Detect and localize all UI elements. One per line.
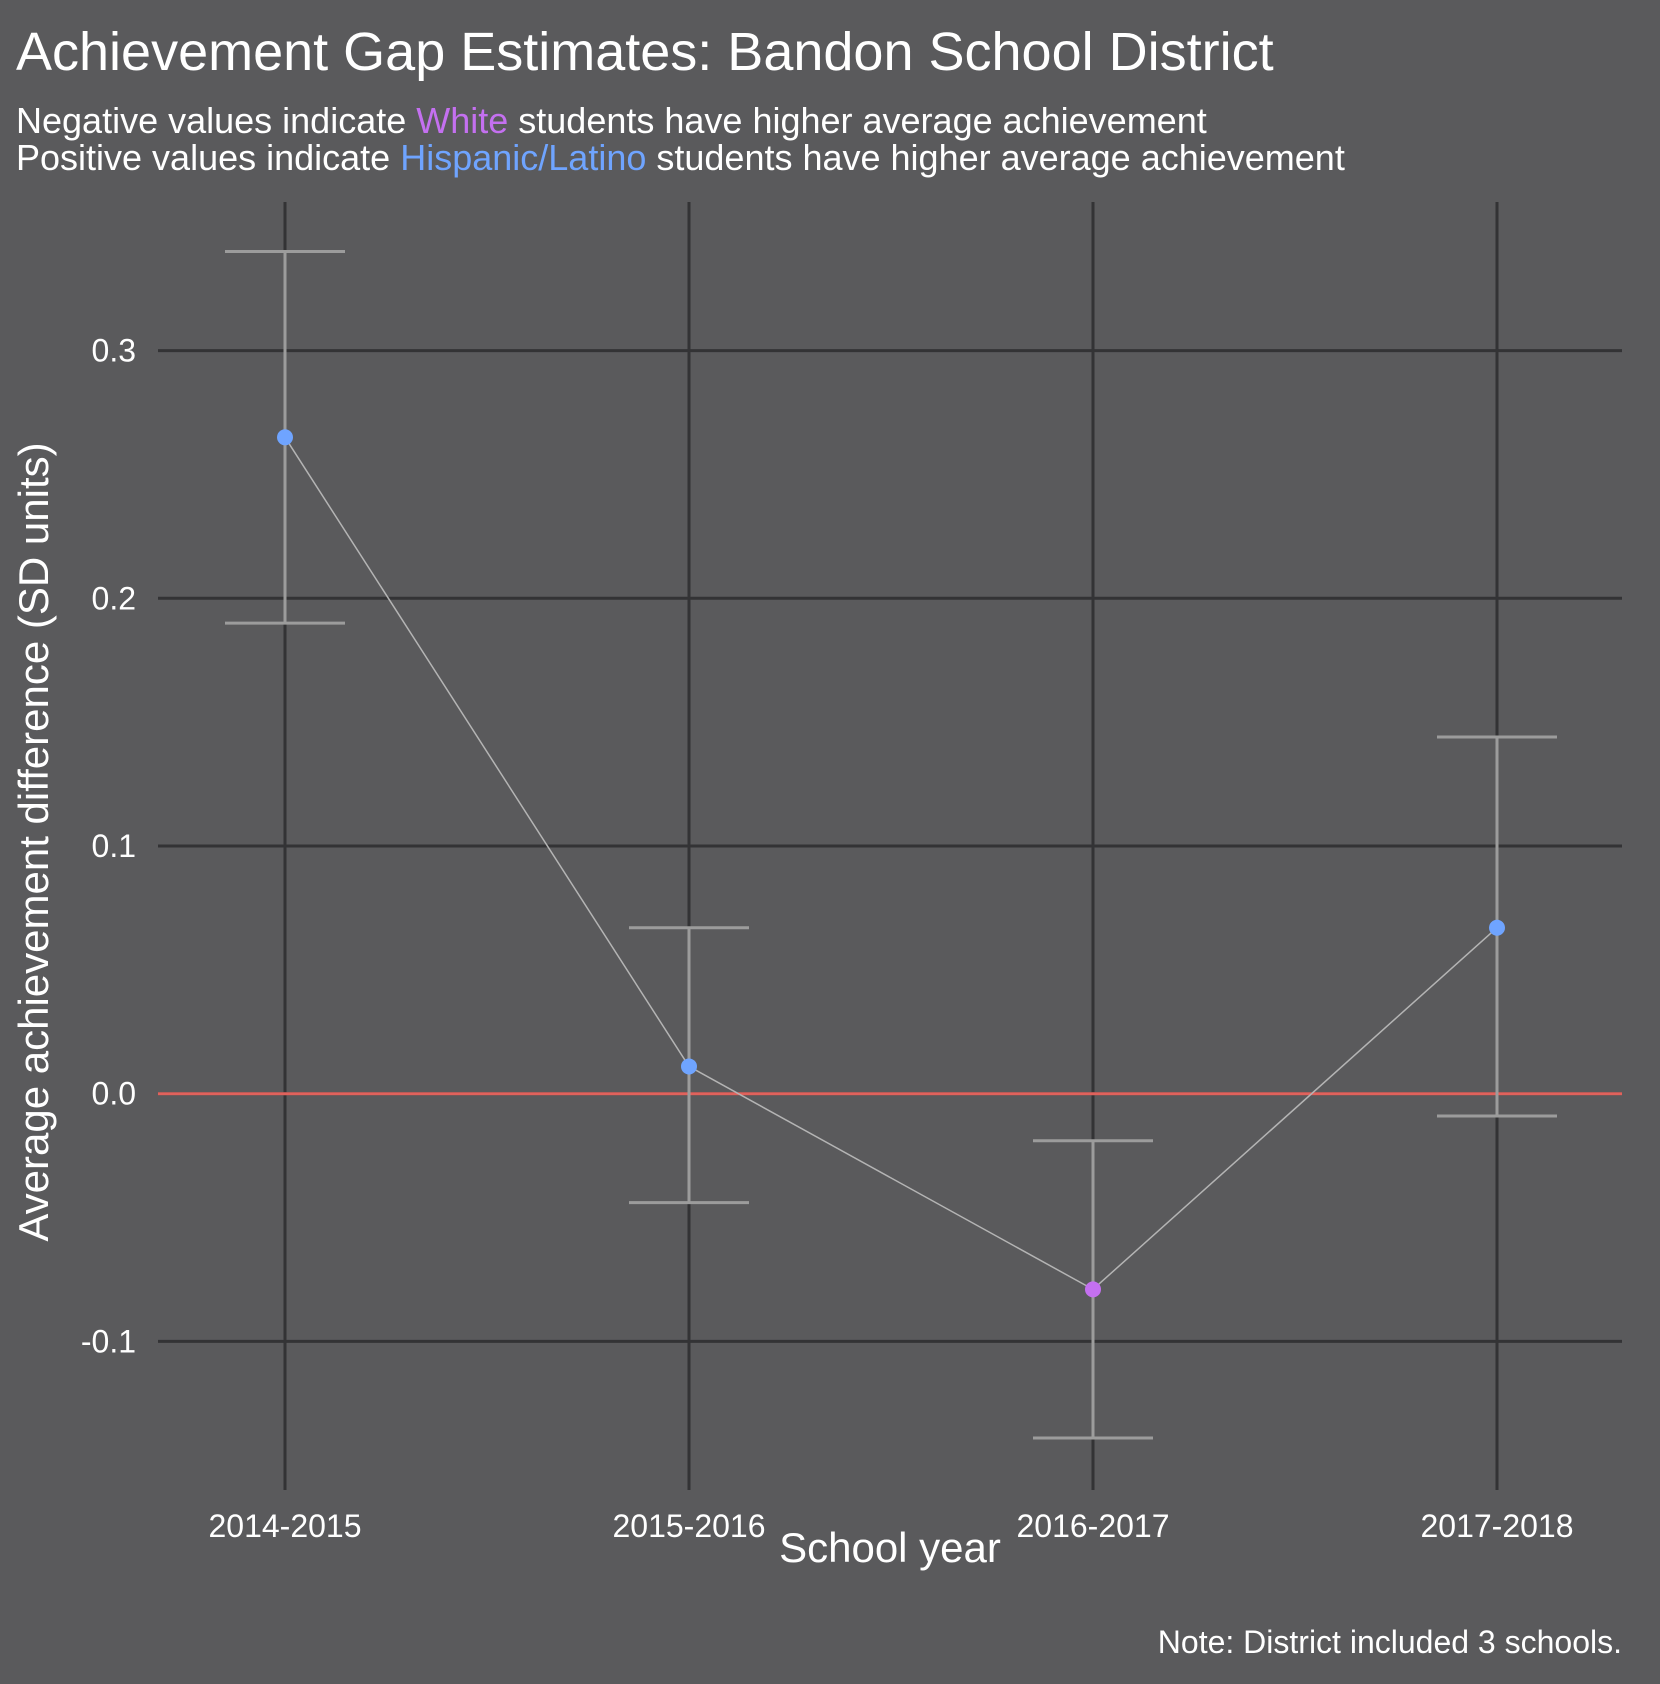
y-tick-label-0: -0.1 [81, 1323, 136, 1359]
x-tick-label-2: 2016-2017 [1016, 1508, 1169, 1544]
grid-layer [158, 202, 1622, 1490]
y-tick-label-3: 0.2 [92, 580, 136, 616]
subtitle-line2-before: Positive values indicate [16, 137, 400, 178]
connector-layer [284, 436, 1498, 1291]
points-layer [277, 429, 1505, 1298]
data-point-3 [1489, 919, 1505, 936]
chart-title: Achievement Gap Estimates: Bandon School… [16, 22, 1274, 82]
y-axis-title: Average achievement difference (SD units… [10, 442, 57, 1241]
subtitle-hispanic-highlight: Hispanic/Latino [400, 137, 646, 178]
x-axis-title: School year [779, 1524, 1001, 1571]
subtitle-line1-before: Negative values indicate [16, 100, 416, 141]
data-point-0 [277, 429, 293, 446]
y-tick-label-1: 0.0 [92, 1076, 136, 1112]
y-tick-label-4: 0.3 [92, 333, 136, 369]
x-tick-label-3: 2017-2018 [1420, 1508, 1573, 1544]
x-tick-label-0: 2014-2015 [208, 1508, 361, 1544]
y-tick-label-2: 0.1 [92, 828, 136, 864]
chart-note: Note: District included 3 schools. [1158, 1624, 1622, 1660]
chart-subtitle-line2: Positive values indicate Hispanic/Latino… [16, 137, 1345, 178]
data-point-2 [1085, 1281, 1101, 1298]
subtitle-white-highlight: White [416, 100, 508, 141]
subtitle-line1-after: students have higher average achievement [508, 100, 1206, 141]
chart-subtitle-line1: Negative values indicate White students … [16, 100, 1207, 141]
subtitle-line2-after: students have higher average achievement [646, 137, 1344, 178]
connector-line [284, 436, 1498, 1291]
data-point-1 [681, 1058, 697, 1075]
tick-labels-layer: -0.1 0.0 0.1 0.2 0.3 2014-2015 2015-2016 2016-2… [81, 333, 1574, 1544]
x-tick-label-1: 2015-2016 [612, 1508, 765, 1544]
